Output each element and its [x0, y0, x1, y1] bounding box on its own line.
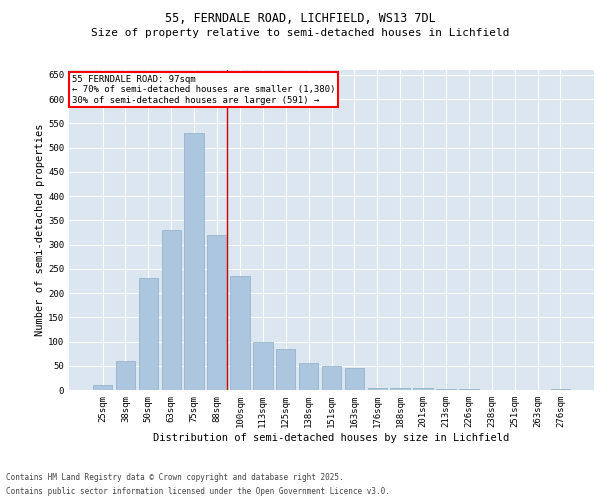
Bar: [230, 276, 250, 390]
Bar: [116, 361, 135, 390]
Text: 55, FERNDALE ROAD, LICHFIELD, WS13 7DL: 55, FERNDALE ROAD, LICHFIELD, WS13 7DL: [164, 12, 436, 26]
X-axis label: Distribution of semi-detached houses by size in Lichfield: Distribution of semi-detached houses by …: [154, 432, 509, 442]
Bar: [299, 364, 319, 390]
Bar: [276, 349, 295, 390]
Text: Size of property relative to semi-detached houses in Lichfield: Size of property relative to semi-detach…: [91, 28, 509, 38]
Text: Contains HM Land Registry data © Crown copyright and database right 2025.: Contains HM Land Registry data © Crown c…: [6, 472, 344, 482]
Text: Contains public sector information licensed under the Open Government Licence v3: Contains public sector information licen…: [6, 488, 390, 496]
Bar: [391, 388, 410, 390]
Y-axis label: Number of semi-detached properties: Number of semi-detached properties: [35, 124, 45, 336]
Bar: [436, 389, 455, 390]
Bar: [551, 389, 570, 390]
Bar: [208, 235, 227, 390]
Bar: [459, 389, 479, 390]
Text: 55 FERNDALE ROAD: 97sqm
← 70% of semi-detached houses are smaller (1,380)
30% of: 55 FERNDALE ROAD: 97sqm ← 70% of semi-de…: [71, 75, 335, 104]
Bar: [184, 133, 204, 390]
Bar: [93, 385, 112, 390]
Bar: [161, 230, 181, 390]
Bar: [253, 342, 272, 390]
Bar: [368, 388, 387, 390]
Bar: [139, 278, 158, 390]
Bar: [413, 388, 433, 390]
Bar: [322, 366, 341, 390]
Bar: [344, 368, 364, 390]
